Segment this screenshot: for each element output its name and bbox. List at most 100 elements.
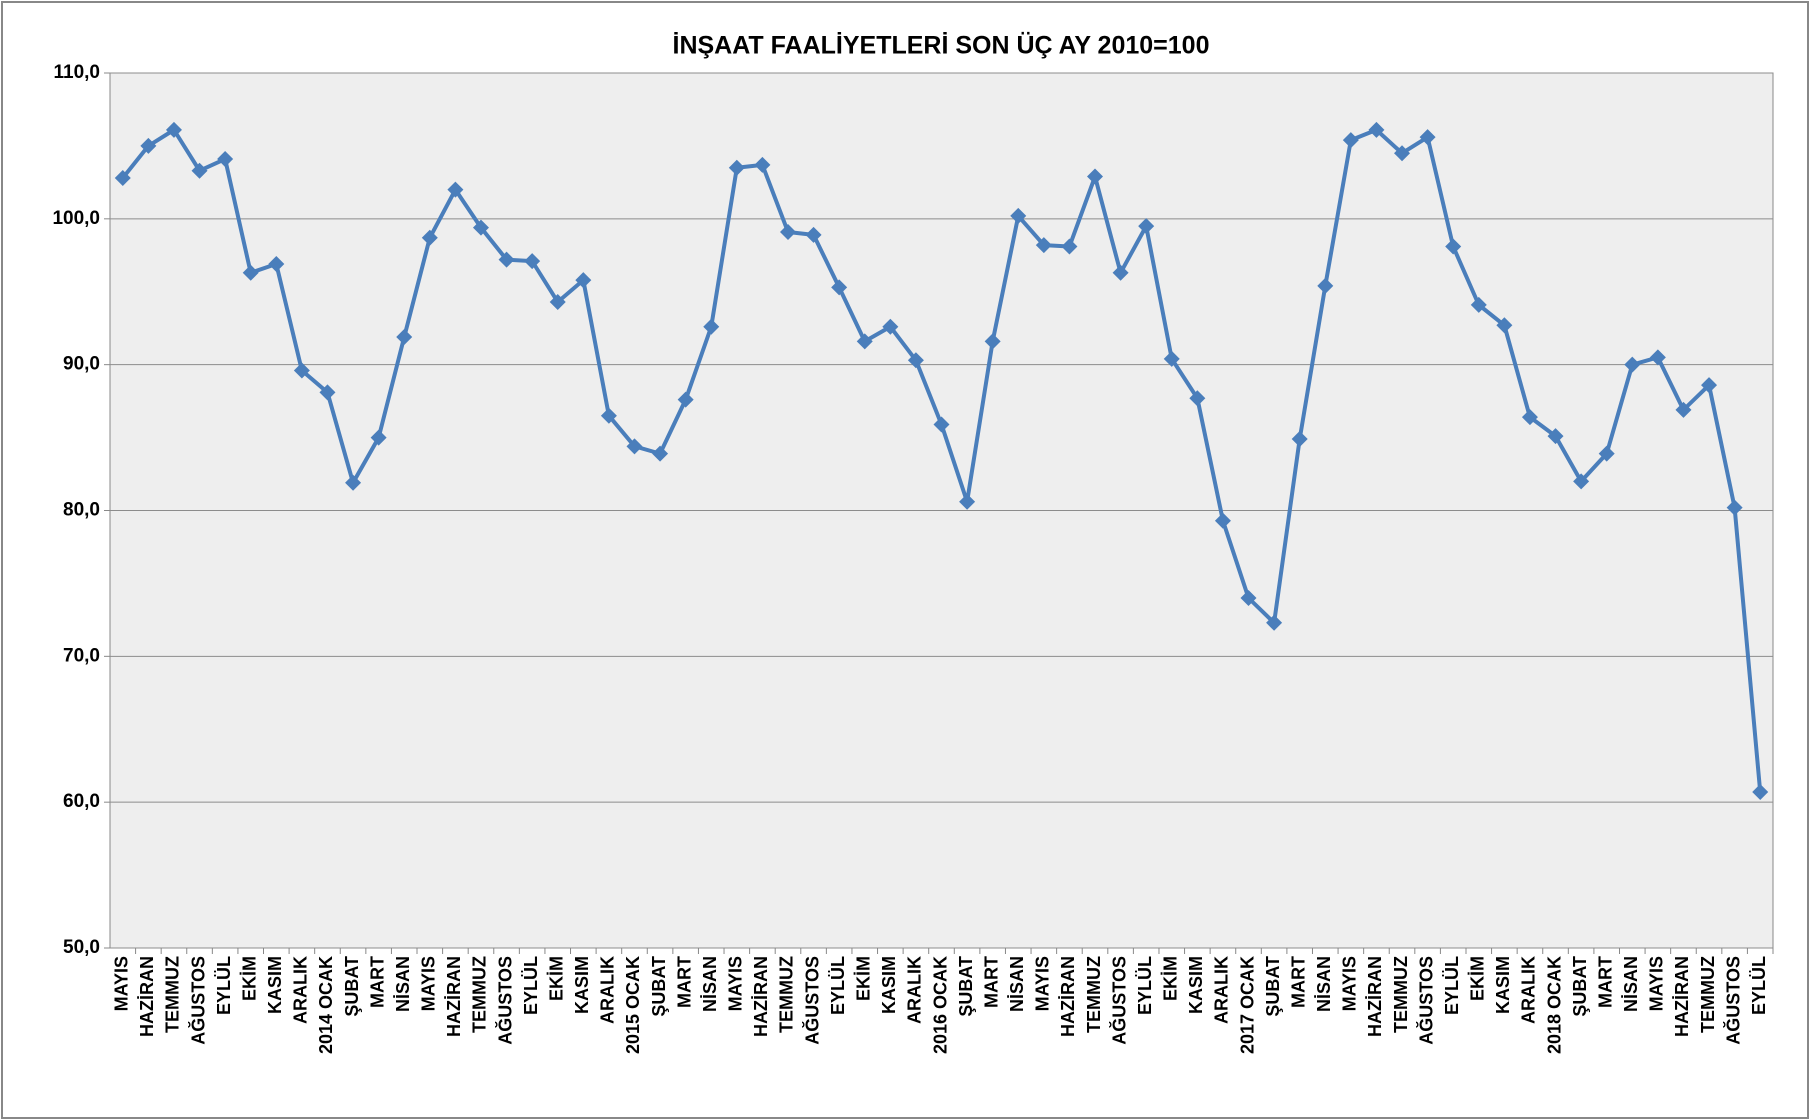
data-point <box>907 352 924 369</box>
data-point <box>984 333 1001 350</box>
data-point <box>1752 783 1769 800</box>
data-point <box>293 362 310 379</box>
x-tick-label: ARALIK <box>1519 956 1539 1024</box>
data-point <box>703 318 720 335</box>
x-tick-label: NİSAN <box>1621 956 1641 1012</box>
data-point <box>1521 409 1538 426</box>
x-tick-label: EYLÜL <box>521 956 541 1015</box>
data-point <box>1010 207 1027 224</box>
data-point <box>600 407 617 424</box>
data-point <box>191 162 208 179</box>
data-point <box>779 223 796 240</box>
x-tick-label: EYLÜL <box>1135 956 1155 1015</box>
x-tick-label: ARALIK <box>598 956 618 1024</box>
data-point <box>1240 590 1257 606</box>
x-tick-label: MART <box>674 956 694 1008</box>
x-tick-label: TEMMUZ <box>1391 956 1411 1033</box>
x-tick-label: TEMMUZ <box>470 956 490 1033</box>
x-tick-label: 2014 OCAK <box>316 956 336 1054</box>
x-tick-label: NİSAN <box>1314 956 1334 1012</box>
data-point <box>1726 499 1743 516</box>
data-point <box>242 264 259 281</box>
data-point <box>652 445 669 462</box>
data-point <box>1342 132 1359 149</box>
data-point <box>1163 350 1180 367</box>
x-tick-label: ŞUBAT <box>649 956 669 1017</box>
data-point <box>831 279 848 296</box>
x-tick-label: EKİM <box>853 956 873 1001</box>
data-point <box>1624 356 1641 373</box>
x-tick-label: NİSAN <box>1007 956 1027 1012</box>
data-point <box>626 438 643 455</box>
data-point <box>677 391 694 408</box>
data-point <box>959 493 976 510</box>
x-tick-label: MAYIS <box>1340 956 1360 1011</box>
x-tick-label: ARALIK <box>1212 956 1232 1024</box>
x-tick-label: HAZİRAN <box>751 956 771 1037</box>
data-point <box>1496 317 1513 334</box>
x-tick-label: AĞUSTOS <box>1415 956 1436 1045</box>
x-tick-label: NİSAN <box>393 956 413 1012</box>
data-point <box>396 328 413 345</box>
x-tick-label: HAZİRAN <box>1672 956 1692 1037</box>
x-tick-label: NİSAN <box>700 956 720 1012</box>
x-tick-label: ARALIK <box>905 956 925 1024</box>
y-tick-label: 70,0 <box>63 645 100 666</box>
y-tick-label: 90,0 <box>63 354 100 375</box>
data-point <box>549 293 566 310</box>
x-tick-label: MART <box>981 956 1001 1008</box>
data-point <box>1419 129 1436 146</box>
x-tick-label: 2016 OCAK <box>930 956 950 1054</box>
x-tick-label: AĞUSTOS <box>801 956 822 1045</box>
x-tick-label: KASIM <box>1186 956 1206 1014</box>
data-point <box>1368 121 1385 138</box>
x-tick-label: TEMMUZ <box>1084 956 1104 1033</box>
x-tick-label: TEMMUZ <box>777 956 797 1033</box>
x-tick-label: MAYIS <box>112 956 132 1011</box>
data-point <box>1445 238 1462 255</box>
data-point <box>472 219 489 236</box>
data-point <box>1701 377 1718 394</box>
x-tick-label: AĞUSTOS <box>1722 956 1743 1045</box>
x-tick-label: EYLÜL <box>1442 956 1462 1015</box>
x-tick-label: TEMMUZ <box>163 956 183 1033</box>
data-point <box>217 151 234 168</box>
x-tick-label: EKİM <box>1468 956 1488 1001</box>
data-point <box>728 159 745 176</box>
x-tick-label: ŞUBAT <box>342 956 362 1017</box>
data-point <box>1470 296 1487 313</box>
x-tick-label: MART <box>1595 956 1615 1008</box>
data-point <box>933 416 950 433</box>
data-point <box>1598 445 1615 462</box>
data-point <box>447 181 464 198</box>
x-tick-label: KASIM <box>572 956 592 1014</box>
data-point <box>498 251 515 268</box>
x-tick-label: 2017 OCAK <box>1237 956 1257 1054</box>
x-tick-label: HAZİRAN <box>1365 956 1385 1037</box>
data-point <box>1547 428 1564 445</box>
y-tick-label: 60,0 <box>63 791 100 812</box>
x-tick-label: 2018 OCAK <box>1544 956 1564 1054</box>
data-point <box>1138 218 1155 235</box>
data-point <box>268 256 285 273</box>
x-tick-label: EKİM <box>546 956 566 1001</box>
data-point <box>1061 238 1078 255</box>
x-tick-label: ŞUBAT <box>1263 956 1283 1017</box>
y-tick-label: 110,0 <box>54 62 101 83</box>
x-tick-label: AĞUSTOS <box>494 956 515 1045</box>
x-tick-label: KASIM <box>879 956 899 1014</box>
x-tick-label: EYLÜL <box>1749 956 1769 1015</box>
data-point <box>1087 168 1104 185</box>
data-point <box>882 318 899 335</box>
data-point <box>805 226 822 243</box>
data-point <box>575 272 592 289</box>
data-point <box>345 474 362 491</box>
data-point <box>1214 512 1231 529</box>
x-tick-label: HAZİRAN <box>444 956 464 1037</box>
data-point <box>421 229 438 246</box>
data-point <box>1394 145 1411 162</box>
x-tick-label: EYLÜL <box>214 956 234 1015</box>
data-point <box>1035 237 1052 254</box>
data-point <box>856 333 873 350</box>
